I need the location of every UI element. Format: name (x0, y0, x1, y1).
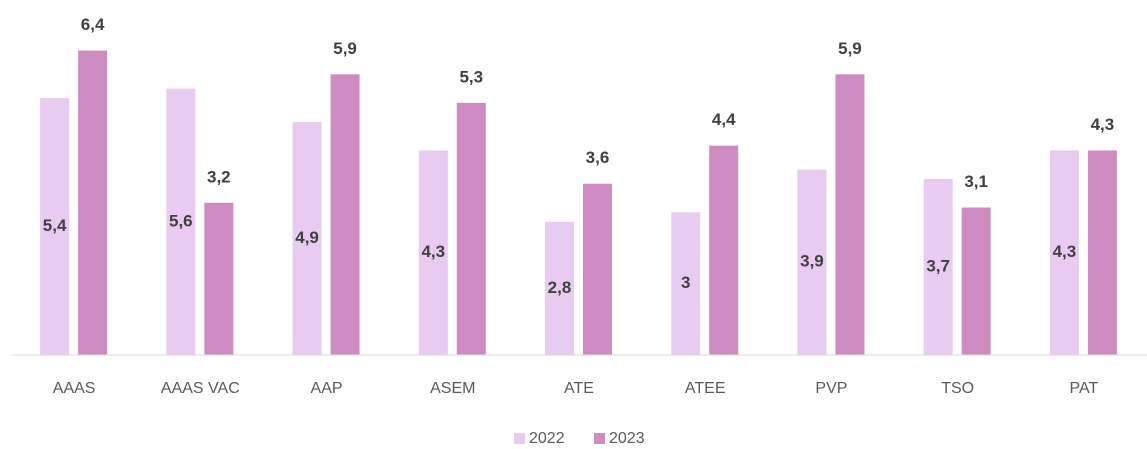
data-label: 4,3 (1091, 115, 1115, 134)
x-tick-label: AAAS (53, 380, 96, 397)
data-label: 4,3 (1053, 242, 1077, 261)
legend-label: 2023 (609, 430, 645, 447)
x-tick-label: ASEM (430, 380, 475, 397)
bar (204, 202, 234, 355)
data-label: 3 (681, 273, 690, 292)
bar (1049, 150, 1079, 355)
bar (166, 88, 196, 355)
data-label: 2,8 (548, 278, 572, 297)
bar (961, 207, 991, 355)
data-label: 5,9 (333, 39, 357, 58)
bar (456, 102, 486, 355)
bar (797, 169, 827, 355)
data-label: 5,6 (169, 211, 193, 230)
data-label: 5,9 (838, 39, 862, 58)
bar (923, 178, 953, 355)
bar (835, 74, 865, 355)
data-label: 3,9 (800, 252, 824, 271)
bar (671, 212, 701, 355)
bar (583, 183, 612, 355)
bar (418, 150, 448, 355)
x-tick-label: PAT (1070, 380, 1099, 397)
bar (78, 50, 108, 356)
data-label: 3,2 (207, 167, 231, 186)
x-tick-label: AAP (311, 380, 343, 397)
data-label: 3,7 (926, 256, 950, 275)
data-label: 4,3 (421, 242, 445, 261)
data-label: 5,3 (459, 67, 483, 86)
x-tick-label: ATE (564, 380, 594, 397)
legend-swatch (594, 433, 605, 444)
bar (1087, 150, 1117, 355)
legend-swatch (514, 433, 525, 444)
x-tick-label: AAAS VAC (161, 380, 240, 397)
data-label: 4,9 (295, 228, 319, 247)
legend-label: 2022 (529, 430, 565, 447)
data-label: 4,4 (712, 110, 736, 129)
bar (545, 221, 574, 355)
data-label: 5,4 (43, 216, 67, 235)
bar (292, 121, 322, 356)
data-label: 3,6 (586, 148, 610, 167)
data-label: 6,4 (81, 15, 105, 34)
bar (40, 98, 70, 355)
data-label: 3,1 (964, 172, 988, 191)
x-tick-label: PVP (815, 380, 847, 397)
x-tick-label: ATEE (685, 380, 726, 397)
bar (330, 74, 360, 355)
bar (709, 145, 739, 355)
x-tick-label: TSO (941, 380, 974, 397)
